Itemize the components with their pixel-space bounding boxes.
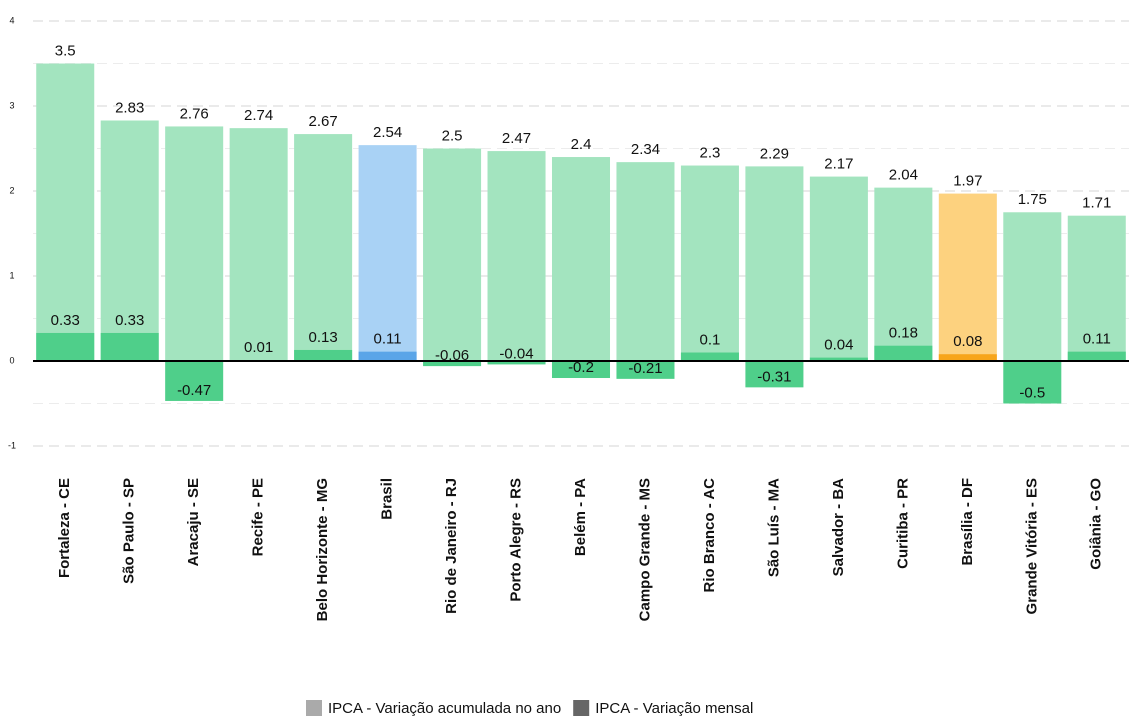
bar [551, 361, 611, 379]
bar [358, 351, 417, 362]
legend-swatch [573, 700, 590, 716]
data-label: 0.11 [374, 331, 402, 348]
bar [616, 361, 675, 379]
data-label: 2.67 [309, 113, 338, 130]
bar [745, 361, 804, 388]
bar [680, 165, 739, 362]
data-label: -0.47 [177, 382, 211, 399]
x-tick-label: Belo Horizonte - MG [314, 478, 331, 621]
data-label: 2.5 [442, 128, 463, 145]
bar [809, 357, 868, 362]
x-tick-label: Rio Branco - AC [701, 478, 718, 593]
x-tick-label: Brasília - DF [959, 478, 976, 566]
data-label: 2.3 [700, 145, 721, 162]
bar [1003, 361, 1062, 404]
bar [100, 332, 159, 362]
data-label: -0.31 [757, 368, 791, 385]
bar [36, 332, 95, 362]
bar [358, 145, 417, 362]
x-tick-label: São Luís - MA [765, 478, 782, 577]
data-label: -0.06 [435, 347, 469, 364]
bar [745, 166, 804, 362]
x-tick-label: Porto Alegre - RS [507, 478, 524, 602]
x-tick-label: Recife - PE [250, 478, 267, 556]
x-tick-label: Curitiba - PR [894, 478, 911, 569]
bar [680, 352, 739, 362]
data-label: -0.2 [568, 359, 594, 376]
legend-label: IPCA - Variação acumulada no ano [328, 700, 561, 717]
bar [938, 193, 997, 362]
y-tick-label: -1 [8, 440, 16, 450]
x-tick-label: São Paulo - SP [121, 478, 138, 584]
bar [165, 361, 224, 401]
data-label: 2.04 [889, 167, 918, 184]
bar [616, 162, 675, 362]
bar [487, 151, 546, 362]
data-label: 2.34 [631, 141, 660, 158]
bar [165, 126, 224, 362]
data-label: 2.47 [502, 130, 531, 147]
bar [1003, 212, 1062, 362]
data-label: 3.5 [55, 43, 76, 60]
data-label: 2.4 [571, 136, 592, 153]
data-label: 0.13 [309, 329, 338, 346]
x-tick-label: Belém - PA [572, 478, 589, 556]
y-tick-label: 4 [9, 15, 14, 25]
bar [938, 354, 997, 362]
x-tick-label: Grande Vitória - ES [1023, 478, 1040, 614]
data-label: 2.76 [180, 105, 209, 122]
data-label: 0.18 [889, 325, 918, 342]
bar [423, 148, 482, 362]
bar [1067, 351, 1126, 362]
y-tick-label: 1 [9, 270, 14, 280]
x-tick-label: Goiânia - GO [1088, 478, 1105, 570]
data-label: 0.01 [244, 339, 273, 356]
y-tick-label: 0 [9, 355, 14, 365]
bar [487, 361, 546, 365]
bar [423, 361, 482, 367]
data-label: 2.29 [760, 145, 789, 162]
data-label: 1.75 [1018, 191, 1047, 208]
data-label: -0.04 [499, 345, 533, 362]
legend-label: IPCA - Variação mensal [595, 700, 753, 717]
data-label: 2.74 [244, 107, 273, 124]
x-tick-label: Brasil [379, 478, 396, 520]
data-label: 2.17 [824, 156, 853, 173]
legend-swatch [306, 700, 322, 716]
bar [809, 176, 868, 362]
data-label: 0.08 [953, 333, 982, 350]
data-label: 0.33 [51, 312, 80, 329]
data-label: -0.21 [628, 360, 662, 377]
bar [100, 120, 159, 362]
data-label: -0.5 [1019, 384, 1045, 401]
data-label: 0.1 [700, 331, 721, 348]
y-tick-label: 2 [9, 185, 14, 195]
x-tick-label: Campo Grande - MS [636, 478, 653, 621]
bar [294, 134, 353, 362]
data-label: 0.33 [115, 312, 144, 329]
bar [229, 128, 288, 362]
bar [874, 187, 933, 362]
bar [36, 63, 95, 362]
y-tick-label: 3 [9, 100, 14, 110]
data-label: 1.71 [1082, 195, 1111, 212]
bar [874, 345, 933, 362]
data-label: 0.04 [824, 337, 853, 354]
x-tick-label: Aracaju - SE [185, 478, 202, 566]
bar [1067, 215, 1126, 362]
data-label: 1.97 [953, 173, 982, 190]
bar [294, 349, 353, 362]
data-label: 2.54 [373, 124, 402, 141]
x-tick-label: Salvador - BA [830, 478, 847, 577]
data-label: 0.11 [1083, 331, 1111, 348]
x-tick-label: Fortaleza - CE [56, 478, 73, 578]
bar [551, 157, 611, 362]
x-tick-label: Rio de Janeiro - RJ [443, 478, 460, 614]
data-label: 2.83 [115, 99, 144, 116]
